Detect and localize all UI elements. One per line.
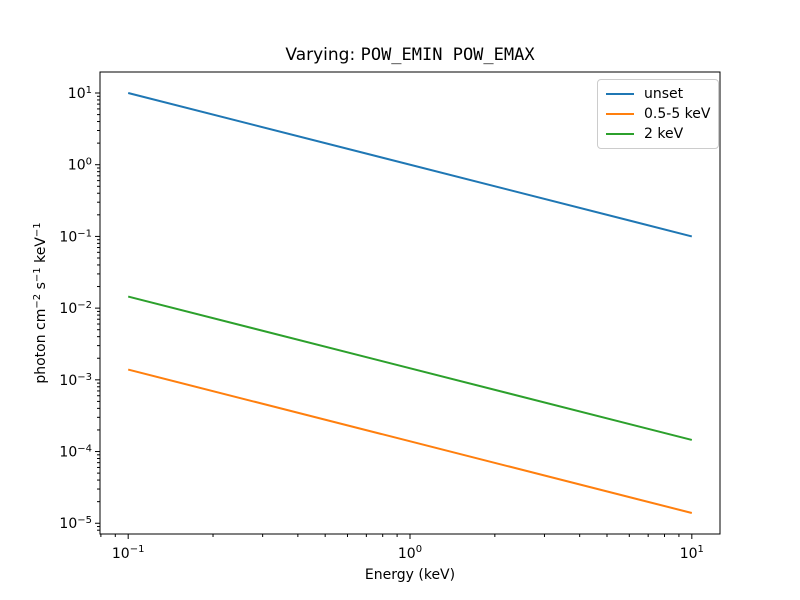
legend-line-sample-1 bbox=[606, 113, 634, 115]
chart-title: Varying: POW_EMIN POW_EMAX bbox=[100, 44, 720, 66]
x-tick-label: 101 bbox=[680, 544, 704, 562]
series-line-0 bbox=[127, 92, 693, 238]
legend-entry: unset bbox=[606, 84, 710, 104]
y-tick-label: 100 bbox=[68, 157, 92, 174]
legend: unset 0.5-5 keV 2 keV bbox=[597, 79, 720, 149]
legend-label-1: 0.5-5 keV bbox=[644, 106, 711, 122]
y-axis-label: photon cm−2 s−1 keV−1 bbox=[32, 222, 49, 383]
legend-line-sample-2 bbox=[606, 133, 634, 135]
y-tick-label: 10−1 bbox=[59, 228, 92, 245]
y-tick-label: 10−3 bbox=[59, 372, 92, 389]
y-tick-label: 101 bbox=[68, 85, 92, 102]
y-tick-label: 10−4 bbox=[59, 444, 92, 461]
y-tick-label: 10−2 bbox=[59, 300, 92, 317]
legend-entry: 2 keV bbox=[606, 124, 710, 144]
legend-label-2: 2 keV bbox=[644, 126, 684, 142]
legend-label-0: unset bbox=[644, 86, 684, 102]
legend-entry: 0.5-5 keV bbox=[606, 104, 710, 124]
x-tick-label: 100 bbox=[398, 544, 422, 562]
plot-border bbox=[99, 71, 721, 535]
y-tick-label: 10−5 bbox=[59, 515, 92, 532]
x-axis-label: Energy (keV) bbox=[364, 567, 456, 583]
chart-title-prefix: Varying: bbox=[285, 45, 361, 65]
x-tick-label: 10−1 bbox=[112, 544, 145, 562]
series-line-2 bbox=[127, 295, 693, 441]
legend-line-sample-0 bbox=[606, 93, 634, 95]
chart-title-mono: POW_EMIN POW_EMAX bbox=[360, 45, 535, 65]
series-line-1 bbox=[127, 368, 693, 514]
